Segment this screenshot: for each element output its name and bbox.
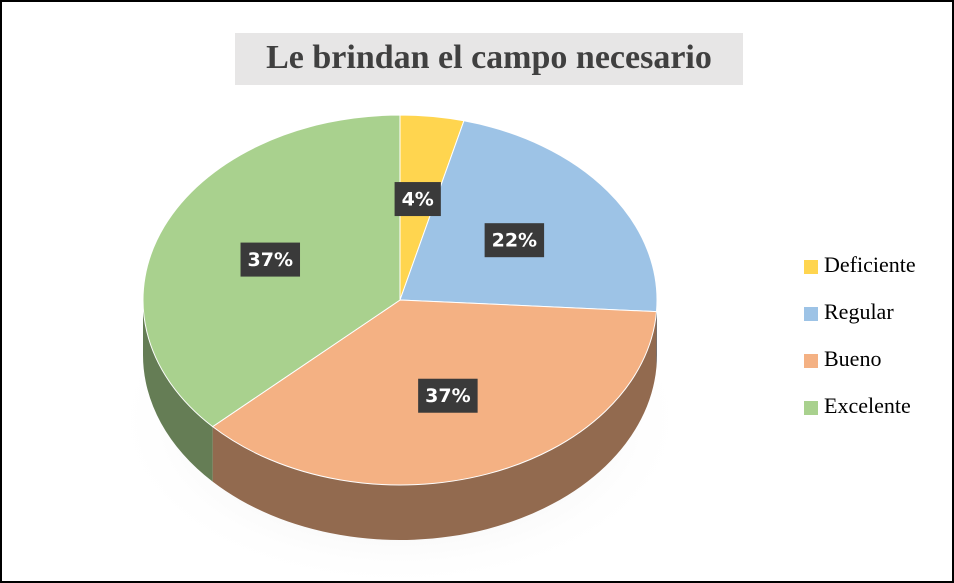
legend-label: Bueno [824,346,881,371]
legend-label: Excelente [824,393,911,418]
title-box [235,33,743,85]
data-label-box [240,242,301,277]
data-label-group: 22% [484,223,545,258]
legend-swatch [804,307,818,321]
data-label: 37% [425,385,470,407]
data-label-group: 37% [240,242,301,277]
legend-label: Deficiente [824,252,916,277]
data-label-group: 4% [394,182,441,217]
data-label-box [394,182,441,217]
legend-label: Regular [824,299,894,324]
pie-slice-side [656,300,657,367]
data-label-group: 37% [418,378,478,413]
data-label: 22% [492,230,537,252]
chart-title: Le brindan el campo necesario [266,39,712,76]
data-label: 37% [248,249,293,271]
legend-swatch [804,401,818,415]
legend: Deficiente Regular Bueno Excelente [804,252,916,418]
pie-slice [399,120,658,313]
pie: 4% 22% 37% 37% [142,114,658,540]
data-label-box [418,378,478,413]
pie-slice-side [212,311,657,540]
legend-swatch [804,260,818,274]
data-label: 4% [402,189,434,211]
pie-slice-side [143,300,213,482]
data-label-box [484,223,545,258]
legend-swatch [804,354,818,368]
